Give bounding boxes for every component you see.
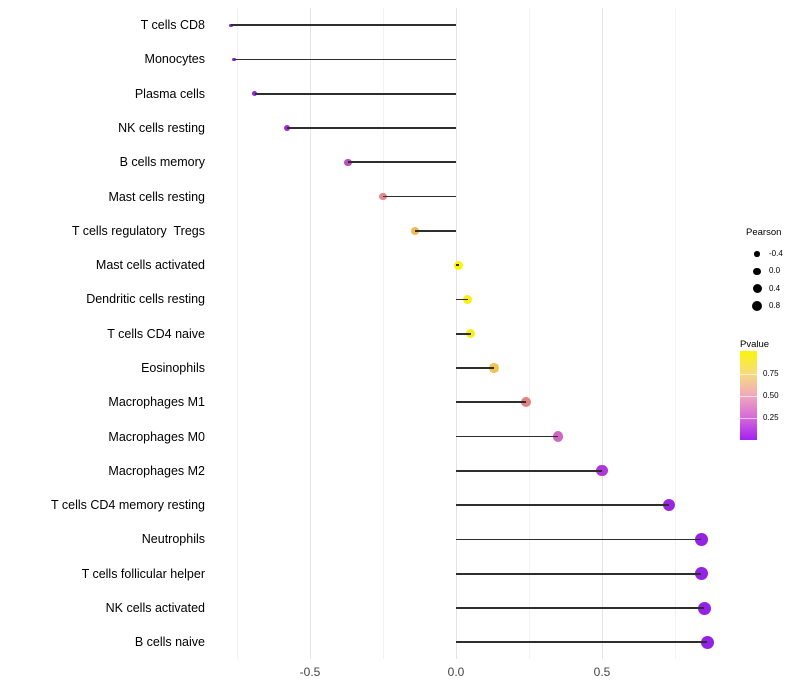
pvalue-colorbar-tick xyxy=(740,418,757,419)
lollipop-dot xyxy=(694,533,708,546)
lollipop-stick xyxy=(456,572,702,575)
lollipop-stick xyxy=(254,92,456,95)
x-tick-label: 0.5 xyxy=(593,665,611,679)
lollipop-dot xyxy=(552,431,564,442)
lollipop-stick xyxy=(231,24,456,27)
lollipop-dot xyxy=(229,23,233,27)
y-axis-label: Monocytes xyxy=(144,52,205,67)
lollipop-stick xyxy=(347,161,456,164)
y-axis-label: Plasma cells xyxy=(134,86,205,101)
lollipop-dot xyxy=(489,363,499,373)
pvalue-colorbar-tick xyxy=(740,396,757,397)
lollipop-stick xyxy=(456,435,559,438)
lollipop-stick xyxy=(456,332,471,335)
pearson-legend-label: 0.8 xyxy=(769,300,781,310)
x-tick-label: 0.0 xyxy=(447,665,465,679)
y-axis-label: NK cells activated xyxy=(105,600,205,615)
y-axis-label: Macrophages M1 xyxy=(108,395,205,410)
lollipop-dot xyxy=(463,294,473,305)
y-axis-label: T cells CD4 memory resting xyxy=(51,497,205,512)
pearson-legend-dot xyxy=(753,267,761,275)
pearson-legend-label: -0.4 xyxy=(769,249,783,258)
y-axis-label: Mast cells activated xyxy=(95,257,205,272)
lollipop-stick xyxy=(456,401,527,404)
y-axis-label: B cells naive xyxy=(134,635,205,650)
lollipop-stick xyxy=(383,195,456,198)
gridline xyxy=(309,8,311,659)
y-axis-label: NK cells resting xyxy=(118,120,205,135)
y-axis-label: Dendritic cells resting xyxy=(86,292,205,307)
lollipop-dot xyxy=(252,91,257,97)
y-axis-label: Macrophages M0 xyxy=(108,429,205,444)
lollipop-stick xyxy=(456,504,670,507)
pvalue-colorbar-label: 0.25 xyxy=(763,413,779,422)
pvalue-legend-title: Pvalue xyxy=(740,339,770,350)
lollipop-stick xyxy=(456,367,494,369)
pvalue-colorbar-tick xyxy=(740,374,757,375)
lollipop-dot xyxy=(700,635,714,649)
y-axis-label: T cells regulatory Tregs xyxy=(71,223,205,238)
lollipop-dot xyxy=(454,260,464,270)
y-axis-label: Eosinophils xyxy=(141,360,205,375)
gridline xyxy=(674,8,676,659)
gridline xyxy=(236,8,238,659)
lollipop-stick xyxy=(456,538,702,541)
pvalue-colorbar-label: 0.50 xyxy=(763,391,779,400)
lollipop-dot xyxy=(694,567,708,581)
y-axis-label: T cells follicular helper xyxy=(81,566,205,581)
y-axis-label: T cells CD8 xyxy=(140,17,205,32)
lollipop-stick xyxy=(456,470,602,472)
lollipop-stick xyxy=(234,58,456,61)
lollipop-dot xyxy=(466,329,476,339)
pearson-legend-dot xyxy=(752,284,762,294)
pearson-legend-title: Pearson xyxy=(746,227,782,238)
pearson-legend-dot xyxy=(751,300,763,312)
lollipop-stick xyxy=(415,230,456,232)
pvalue-colorbar xyxy=(740,351,757,440)
y-axis-label: T cells CD4 naive xyxy=(107,326,205,341)
lollipop-stick xyxy=(456,607,705,609)
gridline xyxy=(601,8,603,659)
pearson-legend-label: 0.0 xyxy=(769,266,781,276)
lollipop-stick xyxy=(456,264,459,267)
lollipop-stick xyxy=(456,641,708,644)
y-axis-label: Mast cells resting xyxy=(108,189,205,204)
lollipop-dot xyxy=(521,397,532,408)
y-axis-label: Neutrophils xyxy=(141,532,205,547)
x-tick-label: -0.5 xyxy=(299,665,321,679)
y-axis-label: Macrophages M2 xyxy=(108,463,205,478)
gridline xyxy=(382,8,384,659)
y-axis-label: B cells memory xyxy=(119,155,205,170)
lollipop-stick xyxy=(286,127,456,129)
lollipop-dot xyxy=(379,192,387,201)
lollipop-stick xyxy=(456,298,468,301)
pvalue-colorbar-label: 0.75 xyxy=(763,369,779,378)
lollipop-dot xyxy=(232,57,236,62)
pearson-legend-dot xyxy=(754,251,760,257)
pearson-legend-label: 0.4 xyxy=(769,283,781,293)
lollipop-dot xyxy=(697,601,711,615)
gridline xyxy=(528,8,530,659)
